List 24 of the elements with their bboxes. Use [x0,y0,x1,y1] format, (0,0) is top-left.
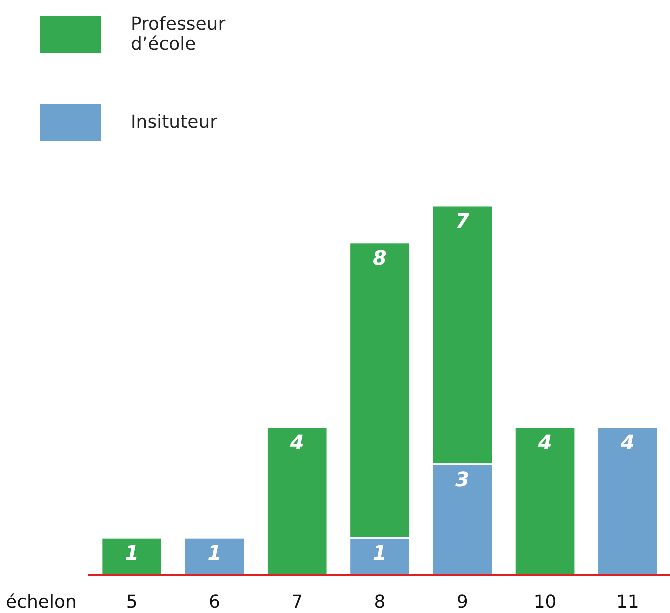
data-label: 7 [456,209,470,233]
x-tick-label: 6 [208,592,220,613]
x-axis-title: échelon [6,592,77,613]
x-tick-label: 9 [456,592,468,613]
data-label: 4 [537,430,552,454]
data-label: 4 [620,430,635,454]
bar [266,426,328,576]
bar [184,537,246,576]
x-tick-label: 8 [374,592,386,613]
legend-label: Insituteur [131,112,218,133]
data-label: 1 [208,541,222,566]
data-label: 1 [125,541,140,566]
data-label: 1 [373,541,387,566]
data-label: 3 [456,467,470,492]
x-tick-label: 10 [534,592,557,613]
legend-label: Professeur d’école [131,14,226,55]
data-label: 8 [373,246,388,270]
bar [514,426,576,576]
bar [101,537,163,576]
bar [597,426,659,576]
x-tick-label: 5 [126,592,138,613]
x-tick-label: 7 [292,592,304,613]
data-label: 4 [289,430,304,454]
x-tick-label: 11 [616,592,640,613]
